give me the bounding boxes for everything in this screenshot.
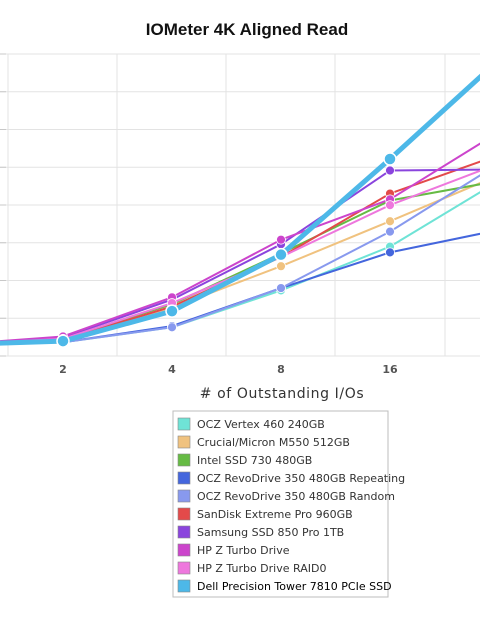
series-line bbox=[0, 73, 480, 346]
data-point bbox=[276, 283, 286, 293]
x-tick-label: 4 bbox=[168, 363, 176, 376]
legend-label: Samsung SSD 850 Pro 1TB bbox=[197, 526, 344, 539]
data-point bbox=[385, 165, 395, 176]
data-point bbox=[276, 261, 286, 272]
series-9 bbox=[0, 73, 480, 348]
series-line bbox=[0, 174, 480, 345]
series-8 bbox=[0, 169, 480, 344]
legend-swatch bbox=[177, 543, 191, 557]
data-point bbox=[165, 304, 179, 318]
data-point bbox=[167, 322, 177, 333]
series-line bbox=[0, 169, 480, 344]
legend-swatch bbox=[177, 489, 191, 503]
data-point bbox=[385, 247, 395, 258]
legend-label: OCZ RevoDrive 350 480GB Repeating bbox=[197, 472, 405, 485]
x-tick-label: 16 bbox=[382, 363, 398, 376]
legend-swatch bbox=[177, 507, 191, 521]
data-point bbox=[385, 216, 395, 227]
series-1 bbox=[0, 182, 480, 345]
legend-label: Dell Precision Tower 7810 PCIe SSD bbox=[197, 580, 392, 593]
data-point bbox=[385, 200, 395, 211]
legend-label: Intel SSD 730 480GB bbox=[197, 454, 312, 467]
series-7 bbox=[0, 142, 480, 343]
legend-label: HP Z Turbo Drive bbox=[197, 544, 290, 557]
legend-swatch bbox=[177, 471, 191, 485]
plot-grid bbox=[0, 53, 480, 357]
x-tick-label: 2 bbox=[59, 363, 67, 376]
series-line bbox=[0, 142, 480, 343]
data-point bbox=[56, 334, 70, 348]
legend-frame bbox=[172, 410, 389, 598]
legend-swatch bbox=[177, 525, 191, 539]
series-4 bbox=[0, 174, 480, 348]
legend: OCZ Vertex 460 240GB Crucial/Micron M550 … bbox=[172, 410, 405, 598]
legend-label: Crucial/Micron M550 512GB bbox=[197, 436, 350, 449]
series-0 bbox=[0, 191, 480, 348]
data-point bbox=[274, 247, 288, 262]
data-point bbox=[276, 234, 286, 245]
series-line bbox=[0, 182, 480, 344]
series-3 bbox=[0, 232, 480, 348]
x-tick-label: 8 bbox=[277, 363, 285, 376]
series-line bbox=[0, 160, 480, 344]
legend-label: OCZ RevoDrive 350 480GB Random bbox=[197, 490, 395, 503]
legend-label: OCZ Vertex 460 240GB bbox=[197, 418, 325, 431]
series-5 bbox=[0, 160, 480, 345]
legend-swatch bbox=[177, 579, 191, 593]
legend-label: SanDisk Extreme Pro 960GB bbox=[197, 508, 353, 521]
legend-swatch bbox=[177, 561, 191, 575]
series-line bbox=[0, 232, 480, 345]
legend-swatch bbox=[177, 435, 191, 449]
chart-title: IOMeter 4K Aligned Read bbox=[146, 20, 348, 39]
series-6 bbox=[0, 165, 480, 343]
x-axis-label: # of Outstanding I/Os bbox=[200, 386, 365, 402]
legend-swatch bbox=[177, 453, 191, 467]
x-axis-ticks: 2 4 8 16 bbox=[59, 363, 398, 376]
data-point bbox=[383, 152, 397, 166]
plot-series bbox=[0, 73, 480, 348]
legend-swatch bbox=[177, 417, 191, 431]
legend-label: HP Z Turbo Drive RAID0 bbox=[197, 562, 326, 575]
data-point bbox=[385, 226, 395, 237]
